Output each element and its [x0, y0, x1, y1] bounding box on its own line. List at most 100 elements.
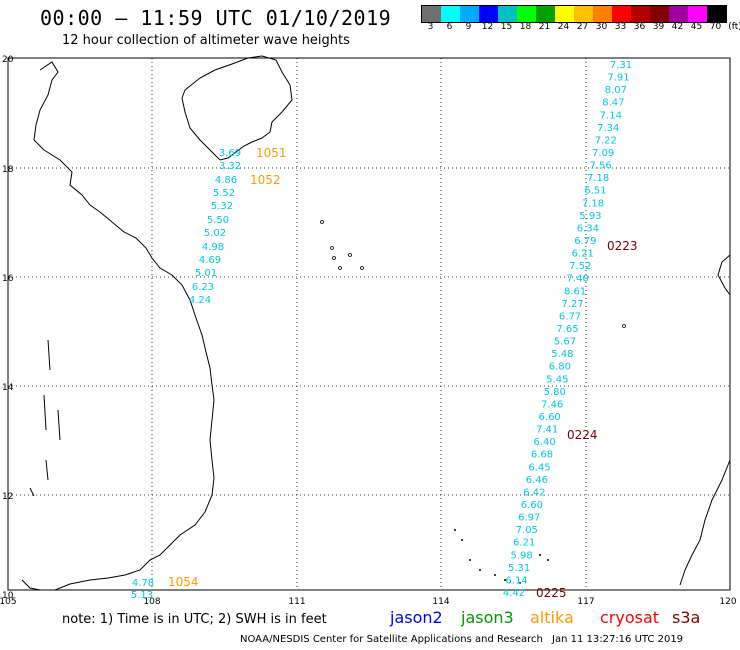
scale-swatch: [631, 6, 650, 22]
track-value: 7.14: [600, 110, 622, 121]
pass-time-label: 0223: [607, 239, 638, 253]
scale-swatch: [669, 6, 688, 22]
track-value: 5.02: [204, 228, 226, 239]
island: [348, 253, 352, 257]
track-value: 6.68: [531, 450, 553, 461]
track-value: 3.69: [219, 148, 241, 159]
track-value: 8.07: [605, 85, 627, 96]
map-frame: [7, 57, 731, 591]
scale-label: 27: [576, 22, 589, 32]
track-value: 6.79: [574, 236, 596, 247]
track-value: 5.93: [579, 211, 601, 222]
island: [360, 266, 364, 270]
units-note: note: 1) Time is in UTC; 2) SWH is in fe…: [62, 612, 327, 627]
scale-label: 33: [614, 22, 627, 32]
scale-label: 15: [500, 22, 513, 32]
track-value: 7.18: [582, 198, 604, 209]
track-value: 4.98: [202, 242, 224, 253]
color-scale: [421, 5, 727, 23]
track-value: 5.67: [554, 337, 576, 348]
track-value: 3.32: [219, 161, 241, 172]
track-value: 7.34: [597, 123, 619, 134]
page-subtitle: 12 hour collection of altimeter wave hei…: [62, 33, 350, 48]
track-value: 4.78: [132, 578, 154, 589]
coastline-west-fragments: [29, 339, 61, 497]
coastline-palawan: [679, 459, 731, 586]
track-value: 7.05: [516, 525, 538, 536]
track-value: 7.18: [587, 173, 609, 184]
island: [622, 324, 626, 328]
lat-tick-label: 16: [2, 274, 14, 284]
scale-unit: (ft): [728, 22, 740, 32]
scale-swatch: [650, 6, 669, 22]
scale-label: 3: [427, 22, 434, 32]
lon-tick-label: 105: [0, 597, 17, 607]
track-value: 8.61: [564, 286, 586, 297]
legend-s3a: s3a: [672, 608, 701, 627]
island: [330, 246, 334, 250]
scale-swatch: [574, 6, 593, 22]
track-value: 7.22: [595, 135, 617, 146]
lat-tick-label: 18: [2, 165, 14, 175]
track-value: 4.42: [503, 588, 525, 599]
scale-label: 21: [538, 22, 551, 32]
scale-swatch: [593, 6, 612, 22]
track-value: 7.46: [541, 399, 563, 410]
coastline-hainan: [181, 55, 293, 161]
reef: [539, 554, 541, 556]
coastline-vietnam: [21, 61, 215, 591]
scale-swatch: [498, 6, 517, 22]
lon-tick-label: 114: [432, 597, 449, 607]
track-value: 6.46: [526, 475, 548, 486]
track-value: 5.48: [551, 349, 573, 360]
pass-time-label: 1051: [256, 146, 287, 160]
scale-swatch: [479, 6, 498, 22]
track-value: 5.98: [511, 550, 533, 561]
track-value: 6.60: [521, 500, 543, 511]
track-value: 6.21: [513, 538, 535, 549]
pass-time-label: 0225: [536, 586, 567, 600]
lat-tick-label: 20: [2, 55, 14, 65]
scale-swatch: [555, 6, 574, 22]
reef: [547, 559, 549, 561]
scale-label: 30: [595, 22, 608, 32]
track-value: 4.24: [189, 295, 211, 306]
scale-label: 18: [519, 22, 532, 32]
legend-jason3: jason3: [461, 608, 514, 627]
scale-label: 42: [671, 22, 684, 32]
island: [332, 256, 336, 260]
track-value: 6.60: [539, 412, 561, 423]
coastline-east-north: [717, 254, 731, 296]
track-value: 5.45: [546, 374, 568, 385]
track-value: 5.01: [195, 268, 217, 279]
track-value: 7.31: [610, 60, 632, 71]
legend-altika: altika: [530, 608, 574, 627]
track-value: 5.32: [211, 201, 233, 212]
scale-label: 45: [690, 22, 703, 32]
scale-label: 36: [633, 22, 646, 32]
track-value: 4.86: [215, 175, 237, 186]
track-value: 5.13: [131, 590, 153, 601]
scale-label: 12: [481, 22, 494, 32]
track-value: 6.97: [518, 513, 540, 524]
reef: [461, 539, 463, 541]
reef: [504, 579, 506, 581]
pass-time-label: 0224: [567, 428, 598, 442]
track-value: 7.91: [607, 73, 629, 84]
track-value: 8.47: [602, 98, 624, 109]
legend-cryosat: cryosat: [600, 608, 660, 627]
lat-tick-label: 10: [2, 591, 14, 601]
reef: [519, 582, 521, 584]
track-value: 7.09: [592, 148, 614, 159]
island: [320, 220, 324, 224]
reef: [454, 529, 456, 531]
track-value: 5.52: [213, 188, 235, 199]
scale-label: 9: [465, 22, 472, 32]
track-value: 6.45: [528, 462, 550, 473]
track-value: 6.21: [572, 249, 594, 260]
footer-timestamp: Jan 11 13:27:16 UTC 2019: [552, 634, 684, 645]
reef: [469, 559, 471, 561]
pass-time-label: 1054: [168, 575, 199, 589]
scale-swatch: [441, 6, 460, 22]
scale-swatch: [612, 6, 631, 22]
